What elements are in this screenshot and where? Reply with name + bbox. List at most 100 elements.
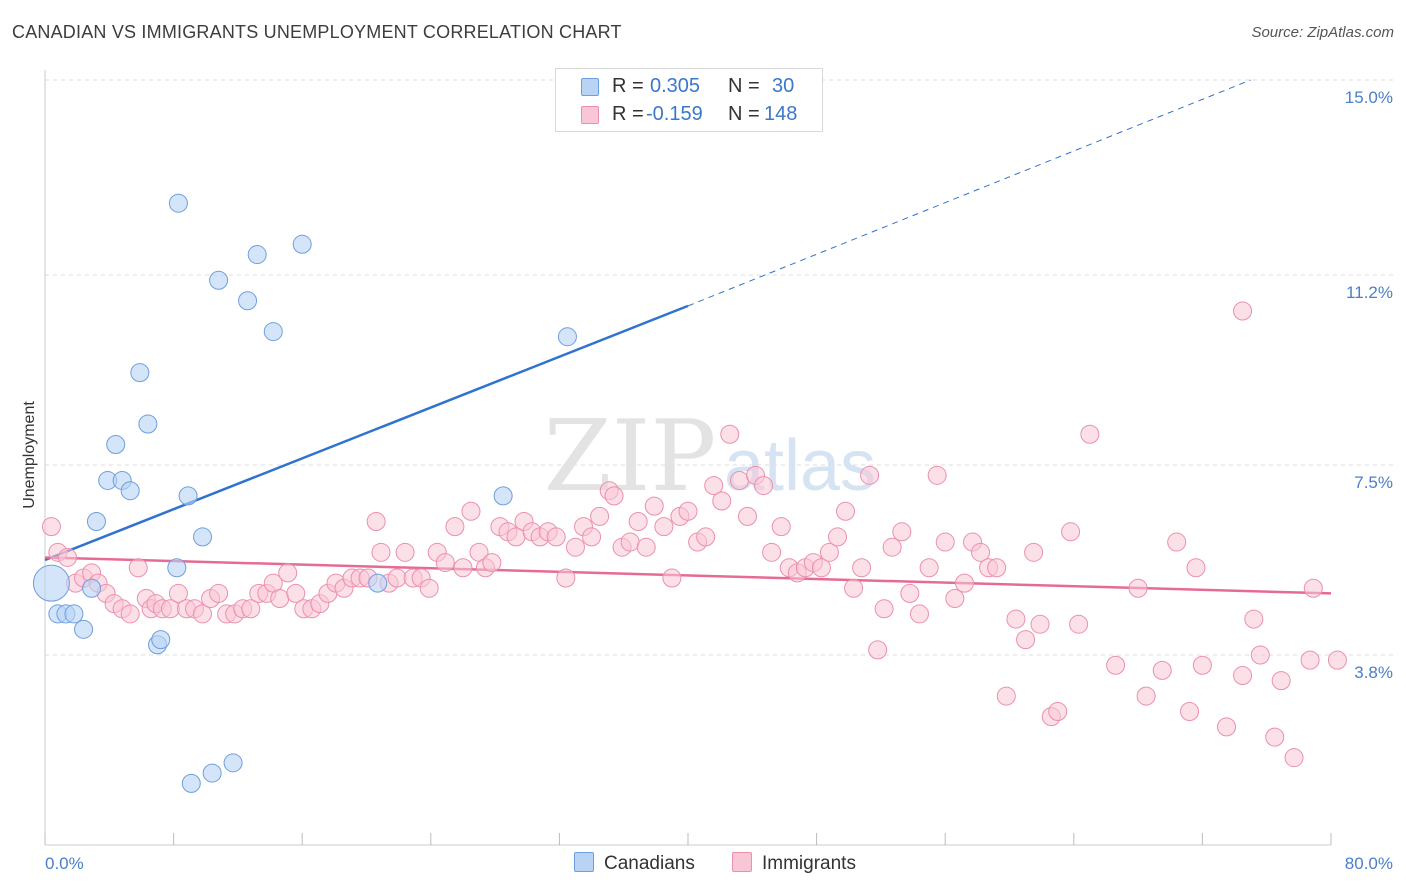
immigrants-point [1069, 614, 1089, 634]
immigrants-point [644, 496, 664, 516]
immigrants-legend-swatch [732, 852, 752, 872]
chart-title: CANADIAN VS IMMIGRANTS UNEMPLOYMENT CORR… [12, 22, 622, 42]
canadians-swatch [581, 78, 599, 96]
immigrants-point [852, 558, 872, 578]
axes [44, 70, 1332, 846]
immigrants-point [1180, 701, 1200, 721]
canadians-point [209, 270, 229, 290]
trend-lines [44, 79, 1332, 595]
immigrants-point [696, 527, 716, 547]
immigrants-point [435, 553, 455, 573]
immigrants-point [1300, 650, 1320, 670]
canadians-point [247, 245, 267, 265]
canadians-point [263, 322, 283, 342]
immigrants-point [482, 553, 502, 573]
legend-row-immigrants: R = -0.159 N = 148 [556, 101, 822, 129]
immigrants-point [1250, 645, 1270, 665]
canadians-point [32, 564, 70, 602]
immigrants-point [1136, 686, 1156, 706]
canadians-point [82, 578, 102, 598]
immigrants-point [41, 517, 61, 537]
immigrants-point [565, 537, 585, 557]
immigrants-point [1233, 666, 1253, 686]
r-label: R = [612, 75, 644, 97]
immigrants-point [1048, 701, 1068, 721]
canadians-legend-label: Canadians [604, 853, 695, 874]
y-tick-label: 11.2% [1346, 283, 1393, 302]
immigrants-point [58, 547, 78, 567]
immigrants-point [241, 599, 261, 619]
legend-item-immigrants[interactable]: Immigrants [732, 852, 856, 875]
canadians-point [178, 486, 198, 506]
immigrants-point [1244, 609, 1264, 629]
x-tick-label: 80.0% [1345, 854, 1393, 873]
immigrants-point [371, 542, 391, 562]
immigrants-point [128, 558, 148, 578]
immigrants-point [1327, 650, 1347, 670]
canadians-point [106, 435, 126, 455]
y-tick-label: 7.5% [1354, 473, 1393, 492]
r-label: R = [612, 103, 644, 125]
canadians-point [368, 573, 388, 593]
n-label: N = [728, 75, 760, 97]
immigrants-point [461, 501, 481, 521]
y-axis-label: Unemployment [21, 401, 38, 509]
immigrants-point [971, 542, 991, 562]
immigrants-point [919, 558, 939, 578]
canadians-point [557, 327, 577, 347]
immigrants-point [1303, 578, 1323, 598]
immigrants-point [1016, 630, 1036, 650]
watermark-atlas: atlas [724, 426, 876, 506]
watermark: ZIP atlas [544, 400, 876, 514]
immigrants-point [987, 558, 1007, 578]
immigrants-point [996, 686, 1016, 706]
immigrants-point [1024, 542, 1044, 562]
canadians-point [138, 414, 158, 434]
immigrants-point [193, 604, 213, 624]
canadians-point [168, 193, 188, 213]
immigrants-point [1006, 609, 1026, 629]
legend-row-canadians: R = 0.305 N = 30 [556, 73, 822, 101]
canadians-point [167, 558, 187, 578]
r-value: 0.305 [650, 75, 701, 97]
canadians-point [193, 527, 213, 547]
immigrants-point [286, 583, 306, 603]
immigrants-point [678, 501, 698, 521]
immigrants-point [737, 506, 757, 526]
canadians-point [493, 486, 513, 506]
canadians-point [202, 763, 222, 783]
immigrants-point [1271, 671, 1291, 691]
immigrants-point [546, 527, 566, 547]
immigrants-point [712, 491, 732, 511]
canadians-point [130, 363, 150, 383]
legend-item-canadians[interactable]: Canadians [574, 852, 695, 875]
watermark-zip: ZIP [544, 400, 717, 514]
immigrants-point [771, 517, 791, 537]
immigrants-point [935, 532, 955, 552]
immigrants-point [620, 532, 640, 552]
immigrants-point [654, 517, 674, 537]
canadians-point [74, 619, 94, 639]
r-value: -0.159 [646, 103, 703, 125]
canadians-point [120, 481, 140, 501]
immigrants-point [927, 465, 947, 485]
source-label: Source: ZipAtlas.com [1251, 24, 1394, 41]
immigrants-point [729, 470, 749, 490]
immigrants-point [1284, 748, 1304, 768]
immigrants-point [954, 573, 974, 593]
immigrants-point [604, 486, 624, 506]
canadians-trend-extension [687, 79, 1251, 307]
immigrants-point [582, 527, 602, 547]
immigrants-point [860, 465, 880, 485]
immigrants-point [844, 578, 864, 598]
immigrants-point [636, 537, 656, 557]
immigrants-point [1233, 301, 1253, 321]
canadians-point [86, 512, 106, 532]
immigrants-point [909, 604, 929, 624]
canadians-trend-line [44, 304, 689, 562]
immigrants-trend-line [44, 556, 1332, 595]
n-label: N = [728, 103, 760, 125]
immigrants-point [874, 599, 894, 619]
canadians-point [238, 291, 258, 311]
